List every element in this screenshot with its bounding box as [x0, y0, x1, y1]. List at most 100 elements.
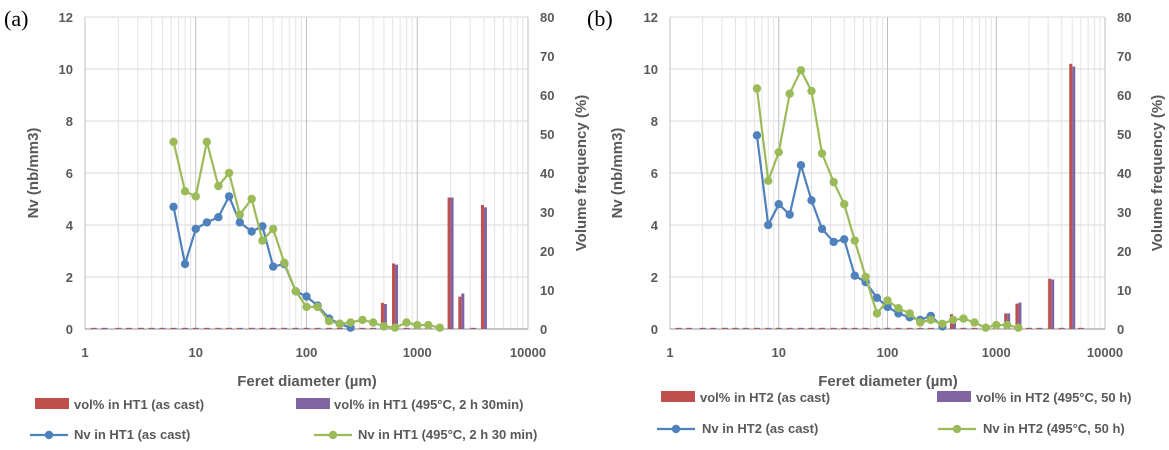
bar-as-cast	[927, 327, 931, 329]
bar-as-cast	[90, 327, 94, 329]
data-point-treated	[774, 148, 783, 157]
data-point-as-cast	[169, 202, 178, 211]
bar-as-cast	[1058, 327, 1062, 329]
y-left-tick-label: 6	[66, 166, 73, 181]
legend-swatch-bar	[661, 391, 695, 402]
data-point-treated	[970, 318, 979, 327]
bar-treated	[854, 327, 858, 329]
bar-treated	[789, 327, 793, 329]
bar-treated	[724, 327, 728, 329]
data-point-treated	[413, 320, 422, 330]
data-point-as-cast	[785, 210, 794, 219]
bar-treated	[195, 327, 199, 329]
bar-as-cast	[960, 327, 964, 329]
bar-as-cast	[732, 327, 736, 329]
bar-treated	[406, 327, 410, 329]
bar-treated	[185, 327, 189, 329]
legend-label: Nv in HT1 (as cast)	[74, 427, 190, 442]
bar-as-cast	[326, 327, 330, 329]
bar-treated	[317, 327, 321, 329]
bar-as-cast	[148, 327, 152, 329]
data-point-as-cast	[829, 237, 838, 247]
y-right-tick-label: 40	[1117, 166, 1131, 181]
data-point-treated	[938, 319, 947, 328]
data-point-treated	[959, 314, 968, 323]
bar-as-cast	[226, 327, 230, 329]
bar-as-cast	[765, 327, 769, 329]
bar-as-cast	[786, 327, 790, 329]
data-point-treated	[346, 318, 355, 327]
data-point-treated	[224, 168, 234, 178]
data-point-treated	[291, 287, 300, 296]
data-point-as-cast	[235, 218, 245, 227]
x-tick-label: 1	[666, 345, 673, 360]
y-axis-left-label: Nv (nb/mm3)	[609, 128, 626, 219]
data-point-as-cast	[302, 292, 311, 301]
bar-as-cast	[1069, 63, 1073, 330]
bar-treated	[262, 327, 266, 329]
bar-as-cast	[873, 327, 877, 329]
bar-treated	[963, 327, 967, 329]
data-point-treated	[258, 236, 267, 245]
bar-as-cast	[1015, 303, 1019, 329]
y-right-tick-label: 10	[1117, 283, 1131, 298]
data-point-treated	[302, 302, 311, 312]
legend-label: vol% in HT1 (495°C, 2 h 30min)	[334, 397, 523, 412]
bar-treated	[104, 327, 108, 329]
bar-as-cast	[917, 327, 921, 329]
bar-treated	[876, 327, 880, 329]
data-point-treated	[191, 192, 200, 201]
bar-treated	[339, 327, 343, 329]
data-point-treated	[1002, 320, 1012, 330]
bar-as-cast	[895, 327, 899, 329]
bar-treated	[1072, 66, 1076, 329]
y-left-tick-label: 0	[66, 322, 73, 337]
y-right-tick-label: 20	[1117, 244, 1131, 259]
y-right-tick-label: 60	[1117, 88, 1131, 103]
data-point-as-cast	[840, 235, 849, 244]
data-point-as-cast	[202, 218, 212, 227]
y-left-tick-label: 4	[651, 218, 659, 233]
x-tick-label: 10000	[510, 345, 546, 360]
x-tick-label: 10	[772, 345, 786, 360]
y-right-tick-label: 30	[1117, 205, 1131, 220]
bar-as-cast	[862, 327, 866, 329]
data-point-treated	[180, 187, 190, 196]
y-axis-right-label: Volume frequency (%)	[573, 95, 590, 251]
data-point-treated	[861, 272, 870, 282]
bar-treated	[920, 327, 924, 329]
bar-treated	[844, 327, 848, 329]
bar-treated	[251, 327, 255, 329]
bar-as-cast	[797, 327, 801, 329]
bar-as-cast	[159, 327, 163, 329]
bar-as-cast	[710, 327, 714, 329]
bar-treated	[118, 327, 122, 329]
bar-treated	[909, 327, 913, 329]
bar-as-cast	[721, 327, 725, 329]
bar-as-cast	[248, 327, 252, 329]
data-point-treated	[807, 86, 816, 96]
bar-as-cast	[115, 327, 119, 329]
bar-as-cast	[380, 302, 384, 329]
y-left-tick-label: 8	[651, 114, 658, 129]
y-left-tick-label: 8	[66, 114, 73, 129]
data-point-treated	[796, 66, 806, 75]
bar-treated	[887, 327, 891, 329]
bar-as-cast	[403, 327, 407, 329]
y-left-tick-label: 6	[651, 166, 658, 181]
data-point-as-cast	[807, 196, 816, 205]
legend-swatch-bar	[937, 391, 971, 402]
bar-treated	[218, 327, 222, 329]
bar-treated	[974, 327, 978, 329]
bar-treated	[735, 327, 739, 329]
bar-treated	[746, 327, 750, 329]
bar-treated	[450, 197, 454, 329]
data-point-as-cast	[764, 220, 773, 230]
bar-as-cast	[819, 327, 823, 329]
bar-as-cast	[743, 327, 747, 329]
data-point-as-cast	[752, 131, 762, 140]
data-point-treated	[981, 323, 990, 332]
bar-as-cast	[170, 327, 174, 329]
chart-panel-2: 0 2 4 6 8 10 12 0 10 20 30 40 50 60 70 80 1 10 100 1000 1000…	[587, 6, 1166, 436]
y-right-tick-label: 0	[540, 322, 547, 337]
